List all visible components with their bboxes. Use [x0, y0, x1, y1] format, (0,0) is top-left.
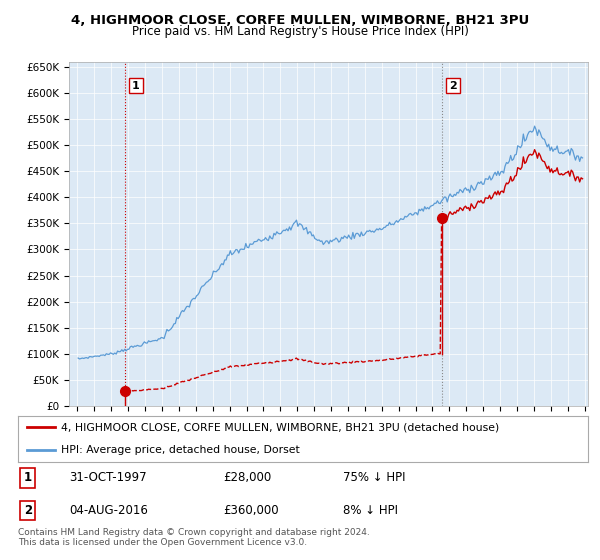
Text: 1: 1 [24, 471, 32, 484]
Text: Price paid vs. HM Land Registry's House Price Index (HPI): Price paid vs. HM Land Registry's House … [131, 25, 469, 38]
Text: 2: 2 [449, 81, 457, 91]
Text: HPI: Average price, detached house, Dorset: HPI: Average price, detached house, Dors… [61, 445, 299, 455]
Text: 04-AUG-2016: 04-AUG-2016 [70, 504, 148, 517]
Text: 4, HIGHMOOR CLOSE, CORFE MULLEN, WIMBORNE, BH21 3PU: 4, HIGHMOOR CLOSE, CORFE MULLEN, WIMBORN… [71, 14, 529, 27]
Text: £360,000: £360,000 [223, 504, 279, 517]
Text: Contains HM Land Registry data © Crown copyright and database right 2024.
This d: Contains HM Land Registry data © Crown c… [18, 528, 370, 547]
Text: 8% ↓ HPI: 8% ↓ HPI [343, 504, 398, 517]
Text: 1: 1 [132, 81, 140, 91]
Text: 31-OCT-1997: 31-OCT-1997 [70, 471, 147, 484]
Text: 4, HIGHMOOR CLOSE, CORFE MULLEN, WIMBORNE, BH21 3PU (detached house): 4, HIGHMOOR CLOSE, CORFE MULLEN, WIMBORN… [61, 422, 499, 432]
Text: £28,000: £28,000 [223, 471, 271, 484]
Text: 75% ↓ HPI: 75% ↓ HPI [343, 471, 406, 484]
Text: 2: 2 [24, 504, 32, 517]
